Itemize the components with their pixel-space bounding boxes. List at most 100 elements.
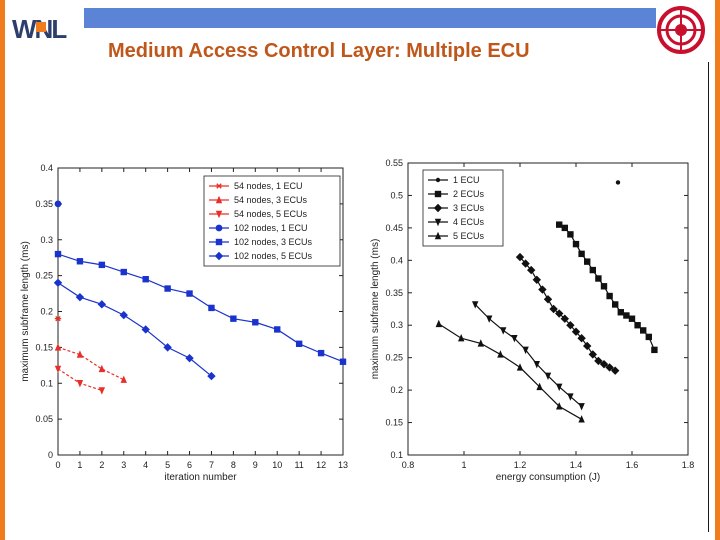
- y-tick-label: 0.35: [35, 199, 53, 209]
- data-point: [556, 221, 563, 228]
- data-point: [567, 393, 574, 401]
- data-point: [594, 356, 603, 366]
- legend-marker: [434, 218, 442, 227]
- data-point: [536, 382, 543, 391]
- data-point: [578, 403, 585, 411]
- data-point: [53, 278, 63, 287]
- series-line: [57, 282, 212, 377]
- x-tick-label: 4: [143, 460, 148, 470]
- series-2: [54, 365, 106, 395]
- y-tick-label: 0.5: [390, 190, 403, 200]
- data-point: [339, 358, 347, 365]
- series-3: [54, 200, 62, 208]
- x-tick-label: 13: [338, 460, 348, 470]
- x-tick-label: 1.6: [626, 460, 639, 470]
- y-tick-label: 0.25: [35, 271, 53, 281]
- data-point: [295, 340, 303, 347]
- x-tick-label: 10: [272, 460, 282, 470]
- y-tick-label: 0.15: [35, 342, 53, 352]
- data-point: [120, 268, 127, 276]
- data-point: [435, 319, 442, 328]
- y-tick-label: 0: [48, 450, 53, 460]
- iteration-chart: 0 1 2 3 4 5 6 7 8 9 10 11 12 1300.050.10.150.20.250.3…: [20, 163, 348, 483]
- data-point: [185, 353, 194, 363]
- x-tick-label: 3: [121, 460, 126, 470]
- legend: 54 nodes, 1 ECU 54 nodes, 3 ECUs 54 nodes,…: [203, 175, 341, 267]
- x-tick-label: 1: [77, 460, 82, 470]
- data-point: [544, 372, 552, 381]
- y-axis-label: maximum subframe length (ms): [370, 239, 381, 380]
- data-point: [533, 360, 540, 369]
- data-point: [561, 224, 568, 232]
- data-point: [98, 261, 106, 269]
- data-point: [634, 322, 641, 329]
- data-point: [54, 315, 62, 322]
- data-point: [567, 231, 574, 238]
- y-tick-label: 0.25: [385, 353, 403, 363]
- x-tick-label: 7: [209, 460, 214, 470]
- legend-label: 1 ECU: [453, 175, 480, 185]
- legend-label: 54 nodes, 5 ECUs: [234, 209, 308, 219]
- data-point: [511, 335, 518, 343]
- data-point: [208, 304, 215, 312]
- x-tick-label: 1.8: [682, 460, 695, 470]
- y-tick-label: 0.45: [385, 223, 403, 233]
- series-3: [472, 301, 585, 411]
- data-point: [76, 350, 84, 358]
- data-point: [578, 250, 585, 258]
- data-point: [628, 315, 636, 322]
- series-0: [54, 315, 62, 322]
- x-tick-label: 6: [187, 460, 192, 470]
- data-point: [599, 359, 609, 369]
- x-tick-label: 0.8: [402, 460, 415, 470]
- data-point: [458, 334, 465, 342]
- legend-marker: [435, 177, 441, 183]
- data-point: [317, 349, 325, 357]
- data-point: [522, 346, 529, 355]
- y-tick-label: 0.1: [390, 450, 403, 460]
- y-tick-label: 0.35: [385, 288, 403, 298]
- data-point: [76, 258, 84, 265]
- slide-title: Medium Access Control Layer: Multiple EC…: [108, 40, 530, 62]
- data-point: [606, 292, 613, 300]
- data-point: [578, 415, 585, 423]
- data-point: [230, 315, 237, 322]
- legend-label: 102 nodes, 3 ECUs: [234, 237, 313, 247]
- legend-label: 54 nodes, 1 ECU: [234, 181, 303, 191]
- data-point: [141, 325, 150, 334]
- data-point: [98, 364, 106, 373]
- data-point: [640, 327, 647, 334]
- data-point: [645, 333, 652, 341]
- data-point: [600, 283, 608, 290]
- data-point: [651, 346, 658, 354]
- legend-label: 54 nodes, 3 ECUs: [234, 195, 308, 205]
- legend-marker: [215, 183, 223, 189]
- series-line: [438, 323, 582, 420]
- data-point: [75, 292, 85, 302]
- legend-box: [203, 175, 341, 267]
- legend-marker: [434, 190, 442, 198]
- data-point: [120, 375, 127, 383]
- data-point: [595, 275, 602, 282]
- data-point: [54, 343, 62, 351]
- x-axis-label: energy consumption (J): [496, 472, 601, 483]
- series-line: [57, 253, 344, 363]
- x-axis-label: iteration number: [164, 472, 237, 483]
- x-tick-label: 1.4: [570, 460, 583, 470]
- data-point: [54, 250, 62, 258]
- data-point: [500, 327, 507, 335]
- legend-marker: [214, 251, 224, 261]
- data-point: [274, 326, 281, 333]
- data-point: [612, 301, 619, 308]
- data-point: [615, 180, 621, 185]
- y-tick-label: 0.2: [390, 385, 403, 395]
- data-point: [617, 309, 624, 316]
- logo-accent: [36, 22, 46, 32]
- data-point: [556, 383, 563, 392]
- data-point: [54, 365, 62, 374]
- data-point: [515, 252, 525, 262]
- series-4: [435, 319, 585, 423]
- legend-label: 5 ECUs: [453, 231, 485, 241]
- data-point: [521, 259, 530, 268]
- y-tick-label: 0.2: [40, 307, 53, 317]
